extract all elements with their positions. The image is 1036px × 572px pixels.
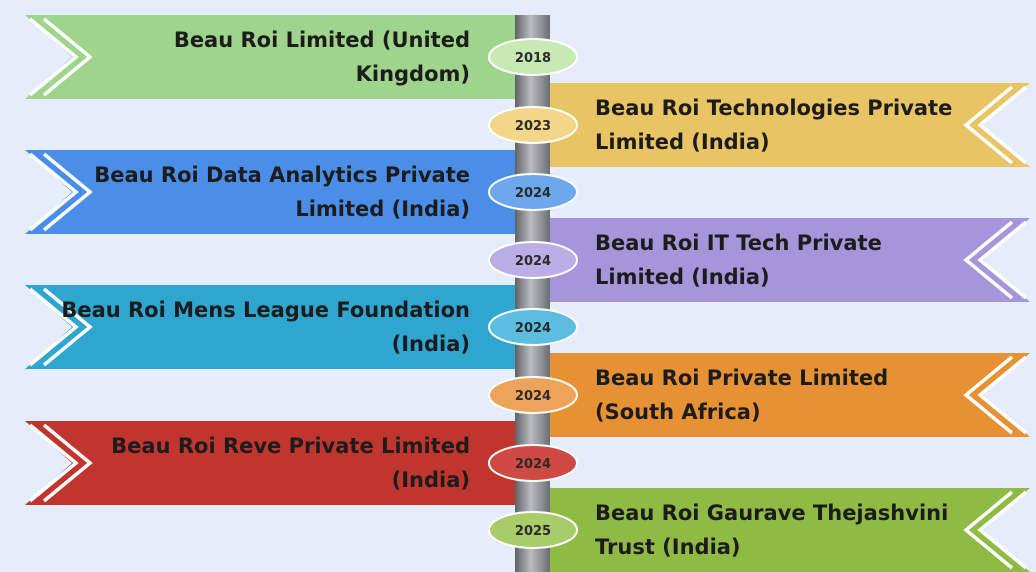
company-name-5: Beau Roi Mens League Foundation (India): [61, 298, 470, 356]
milestone-banner-3: [25, 150, 515, 234]
year-badge-3: 2024: [488, 173, 578, 211]
year-label: 2023: [515, 119, 551, 134]
year-badge-7: 2024: [488, 444, 578, 482]
milestone-banner-4: [550, 218, 1030, 302]
company-name-7: Beau Roi Reve Private Limited (India): [111, 434, 470, 492]
year-badge-1: 2018: [488, 38, 578, 76]
milestone-banner-8: [550, 488, 1030, 572]
year-label: 2025: [515, 524, 551, 539]
year-badge-5: 2024: [488, 308, 578, 346]
company-name-3: Beau Roi Data Analytics Private Limited …: [94, 163, 470, 221]
year-label: 2018: [515, 51, 551, 66]
company-name-8: Beau Roi Gaurave Thejashvini Trust (Indi…: [595, 501, 949, 559]
year-label: 2024: [515, 457, 551, 472]
timeline-pole: [515, 15, 550, 572]
year-badge-8: 2025: [488, 511, 578, 549]
year-label: 2024: [515, 186, 551, 201]
milestone-banner-7: [25, 421, 515, 505]
year-badge-4: 2024: [488, 241, 578, 279]
year-badge-2: 2023: [488, 106, 578, 144]
company-name-1: Beau Roi Limited (United Kingdom): [173, 28, 470, 86]
year-badge-6: 2024: [488, 376, 578, 414]
milestone-banner-5: [25, 285, 515, 369]
company-name-4: Beau Roi IT Tech Private Limited (India): [595, 231, 882, 289]
milestone-banner-1: [25, 15, 515, 99]
year-label: 2024: [515, 389, 551, 404]
year-label: 2024: [515, 321, 551, 336]
company-name-6: Beau Roi Private Limited (South Africa): [595, 366, 889, 424]
year-label: 2024: [515, 254, 551, 269]
milestone-banner-2: [550, 83, 1030, 167]
milestone-banner-6: [550, 353, 1030, 437]
company-name-2: Beau Roi Technologies Private Limited (I…: [595, 96, 953, 154]
